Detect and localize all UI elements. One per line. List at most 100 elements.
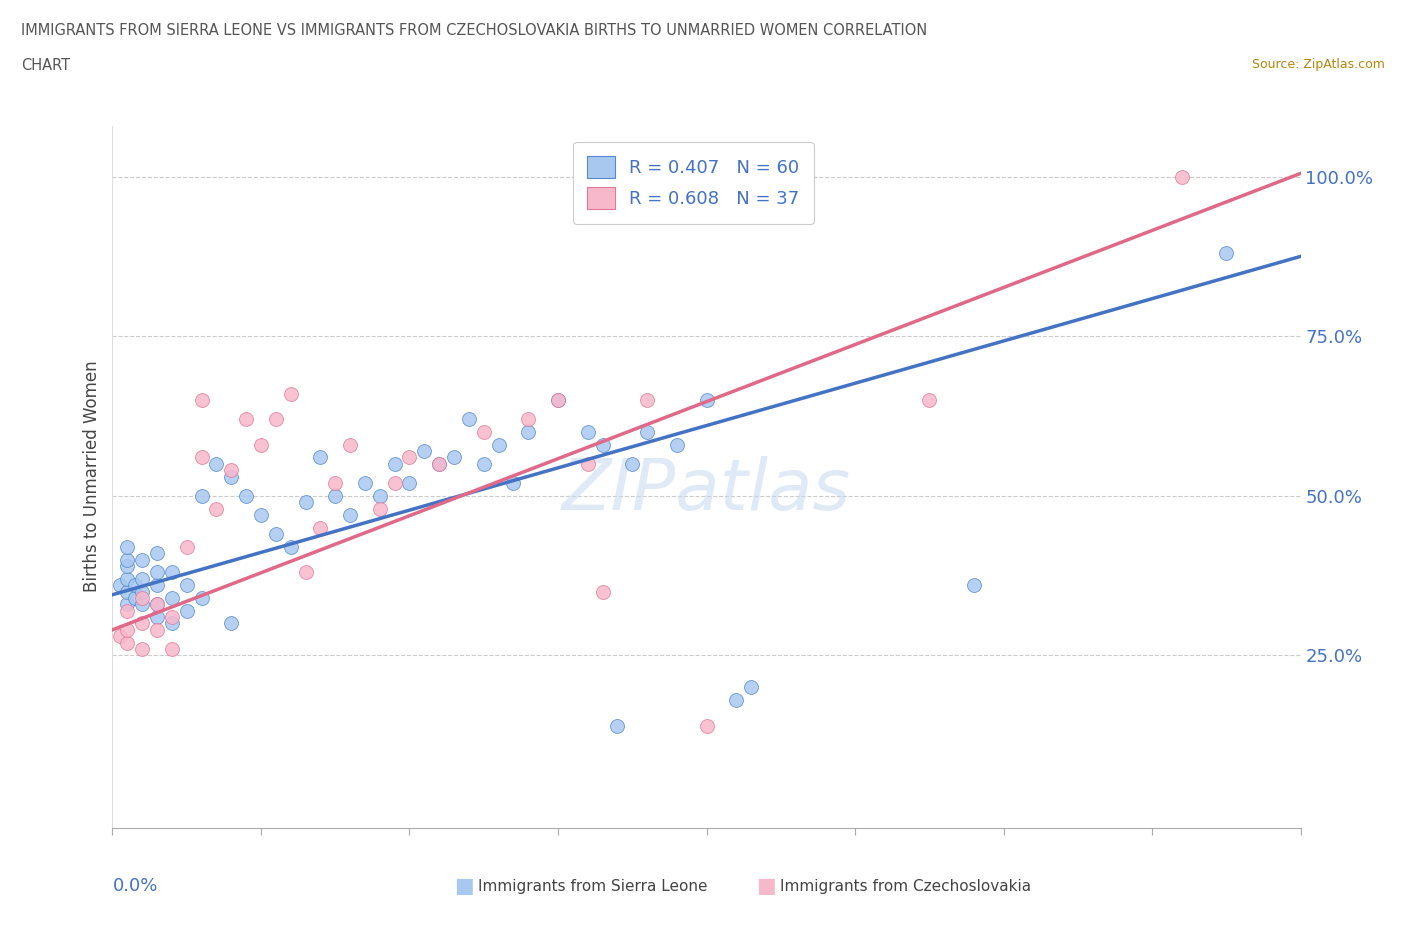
Point [131,584,153,599]
Point [117,597,139,612]
Point [108,578,131,592]
Point [606,718,628,733]
Point [323,475,346,490]
Point [108,629,131,644]
Point [636,392,658,407]
Point [205,457,228,472]
Point [219,463,243,478]
Point [235,488,257,503]
Point [176,539,198,554]
Point [502,475,524,490]
Text: Immigrants from Sierra Leone: Immigrants from Sierra Leone [478,879,707,894]
Point [219,469,243,484]
Point [117,622,139,637]
Point [117,552,139,567]
Point [413,444,436,458]
Point [146,597,169,612]
Point [398,475,420,490]
Point [918,392,941,407]
Point [146,578,169,592]
Point [190,392,212,407]
Point [190,450,212,465]
Point [131,642,153,657]
Point [427,457,450,472]
Point [517,424,540,439]
Point [472,457,495,472]
Point [547,392,569,407]
Point [160,642,183,657]
Point [146,546,169,561]
Point [517,412,540,427]
Point [146,565,169,579]
Point [696,392,718,407]
Point [384,457,406,472]
Point [368,488,391,503]
Y-axis label: Births to Unmarried Women: Births to Unmarried Women [83,361,101,592]
Point [354,475,377,490]
Point [264,412,287,427]
Point [576,457,599,472]
Point [131,597,153,612]
Point [665,437,688,452]
Point [131,571,153,586]
Point [472,424,495,439]
Point [309,520,332,535]
Point [131,616,153,631]
Point [621,457,644,472]
Point [235,412,257,427]
Text: CHART: CHART [21,58,70,73]
Point [131,591,153,605]
Text: 0.0%: 0.0% [112,877,157,895]
Point [190,488,212,503]
Point [117,604,139,618]
Point [117,559,139,574]
Point [176,578,198,592]
Point [963,578,986,592]
Point [398,450,420,465]
Point [124,591,146,605]
Point [294,565,316,579]
Point [368,501,391,516]
Point [725,693,748,708]
Point [1215,246,1237,260]
Point [547,392,569,407]
Point [1170,169,1192,184]
Point [339,437,361,452]
Point [696,718,718,733]
Point [294,495,316,510]
Point [592,584,614,599]
Point [280,539,302,554]
Point [443,450,465,465]
Text: ■: ■ [756,876,776,897]
Legend: R = 0.407   N = 60, R = 0.608   N = 37: R = 0.407 N = 60, R = 0.608 N = 37 [574,141,814,223]
Point [117,635,139,650]
Text: Immigrants from Czechoslovakia: Immigrants from Czechoslovakia [780,879,1032,894]
Text: Source: ZipAtlas.com: Source: ZipAtlas.com [1251,58,1385,71]
Point [160,610,183,625]
Point [309,450,332,465]
Point [323,488,346,503]
Point [427,457,450,472]
Point [592,437,614,452]
Point [636,424,658,439]
Point [124,578,146,592]
Point [131,552,153,567]
Point [740,680,762,695]
Point [250,437,273,452]
Point [250,508,273,523]
Point [219,616,243,631]
Point [264,526,287,541]
Point [160,565,183,579]
Text: IMMIGRANTS FROM SIERRA LEONE VS IMMIGRANTS FROM CZECHOSLOVAKIA BIRTHS TO UNMARRI: IMMIGRANTS FROM SIERRA LEONE VS IMMIGRAN… [21,23,928,38]
Point [458,412,481,427]
Point [280,386,302,401]
Point [146,597,169,612]
Point [160,616,183,631]
Point [160,591,183,605]
Point [384,475,406,490]
Point [146,610,169,625]
Point [176,604,198,618]
Point [117,539,139,554]
Text: ZIPatlas: ZIPatlas [562,457,851,525]
Point [205,501,228,516]
